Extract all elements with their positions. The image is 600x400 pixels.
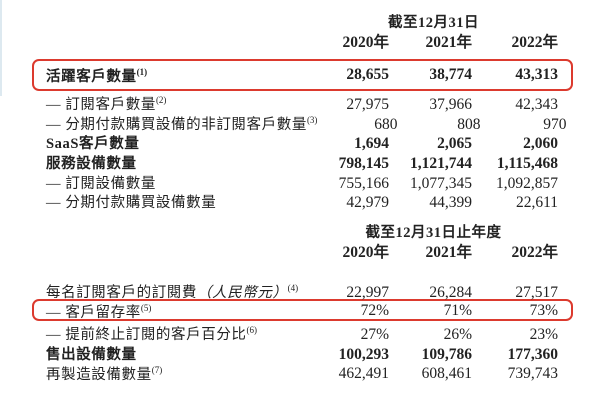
row-subscription-devices: — 訂閱設備數量 755,166 1,077,345 1,092,857 xyxy=(32,170,573,192)
year-column-2020: 2020年 xyxy=(342,244,389,261)
value-cell-2020: 27,975 xyxy=(346,95,389,113)
value-cell-2021: 38,774 xyxy=(429,66,472,83)
row-label: 服務設備數量 xyxy=(46,150,309,175)
value-cell-2020: 100,293 xyxy=(338,345,389,363)
value-cell-2020: 72% xyxy=(360,302,389,320)
value-cell-2021: 26,284 xyxy=(429,283,472,301)
row-label-text: — 客戶留存率 xyxy=(46,304,141,321)
row-label-text: 售出設備數量 xyxy=(46,346,137,363)
value-cell-2022: 970 xyxy=(543,115,567,133)
row-label-text: — 分期付款購買設備的非訂閱客戶數量 xyxy=(46,116,307,133)
year-column-2021: 2021年 xyxy=(425,34,472,51)
value-cell-2020: 1,694 xyxy=(354,135,389,153)
footnote-ref: (5) xyxy=(140,302,152,313)
year-column-2020: 2020年 xyxy=(342,34,389,51)
value-cell-2021: 26% xyxy=(443,326,472,344)
row-label-text: 服務設備數量 xyxy=(46,155,137,172)
row-serviced-devices: 服務設備數量 798,145 1,121,744 1,115,468 xyxy=(32,150,573,172)
scan-edge-artifact xyxy=(0,0,2,96)
footnote-ref: (7) xyxy=(151,364,163,375)
value-cell-2022: 42,343 xyxy=(515,95,558,113)
row-installment-non-subscription-customers: — 分期付款購買設備的非訂閱客戶數量(3) 680 808 970 xyxy=(32,111,573,133)
footnote-ref: (4) xyxy=(287,283,299,293)
value-cell-2022: 27,517 xyxy=(515,283,558,301)
value-cell-2021: 71% xyxy=(443,302,472,320)
row-label-text: 每名訂閱客戶的訂閱費 xyxy=(46,284,197,301)
row-label-text: — 提前終止訂閱的客戶百分比 xyxy=(46,327,247,344)
row-label: SaaS客戶數量 xyxy=(46,130,309,155)
value-cell-2021: 608,461 xyxy=(421,365,472,383)
period-header-row: 截至12月31日 xyxy=(32,14,573,32)
value-cell-2021: 808 xyxy=(457,115,481,133)
value-cell-2020: 798,145 xyxy=(338,154,389,172)
row-label: — 訂閱設備數量 xyxy=(46,170,309,195)
row-label-text: — 訂閱客戶數量 xyxy=(46,96,156,113)
row-active-customers-highlighted: 活躍客戶數量(1) 28,655 38,774 43,313 xyxy=(32,59,573,91)
value-cell-2022: 1,115,468 xyxy=(496,154,558,172)
row-subscription-customers: — 訂閱客戶數量(2) 27,975 37,966 42,343 xyxy=(32,91,573,113)
value-cell-2020: 42,979 xyxy=(346,194,389,212)
value-cell-2020: 680 xyxy=(374,115,398,133)
year-column-2022: 2022年 xyxy=(511,34,558,51)
row-label: 再製造設備數量(7) xyxy=(46,361,309,386)
value-cell-2020: 27% xyxy=(360,326,389,344)
row-label-text: 再製造設備數量 xyxy=(46,366,152,383)
value-cell-2022: 2,060 xyxy=(523,135,558,153)
footnote-ref: (6) xyxy=(246,325,258,336)
footnote-ref: (3) xyxy=(306,114,318,125)
period-header: 截至12月31日止年度 xyxy=(365,225,502,241)
metrics-table-customers-devices: 截至12月31日 2020年 2021年 2022年 活躍客戶數量(1) 28,… xyxy=(32,14,573,211)
row-customer-retention-rate-highlighted: — 客戶留存率(5) 72% 71% 73% xyxy=(32,298,573,322)
row-label-text: — 分期付款購買設備數量 xyxy=(46,195,217,212)
value-cell-2022: 22,611 xyxy=(515,194,558,212)
value-cell-2021: 44,399 xyxy=(429,194,472,212)
row-label: 每名訂閱客戶的訂閱費（人民幣元）(4) xyxy=(46,279,309,304)
row-devices-sold: 售出設備數量 100,293 109,786 177,360 xyxy=(32,341,573,363)
row-label-currency-note: （人民幣元） xyxy=(197,284,288,301)
value-cell-2020: 22,997 xyxy=(346,283,389,301)
row-label: 售出設備數量 xyxy=(46,341,309,366)
period-header-row: 截至12月31日止年度 xyxy=(32,224,573,242)
metrics-table-fees-retention: 截至12月31日止年度 2020年 2021年 2022年 每名訂閱客戶的訂閱費… xyxy=(32,224,573,383)
value-cell-2020: 462,491 xyxy=(338,365,389,383)
row-label: — 分期付款購買設備的非訂閱客戶數量(3) xyxy=(46,111,317,136)
row-label-text: 活躍客戶數量 xyxy=(46,68,137,85)
value-cell-2022: 23% xyxy=(529,326,558,344)
value-cell-2020: 755,166 xyxy=(338,174,389,192)
value-cell-2021: 1,077,345 xyxy=(410,174,472,192)
value-cell-2022: 43,313 xyxy=(515,66,558,83)
footnote-ref: (2) xyxy=(155,95,167,105)
footnote-ref: (1) xyxy=(136,66,148,77)
value-cell-2021: 109,786 xyxy=(421,345,472,363)
spacer xyxy=(32,262,573,279)
year-column-2022: 2022年 xyxy=(511,244,558,261)
value-cell-2022: 177,360 xyxy=(507,345,558,363)
row-label: 活躍客戶數量(1) xyxy=(46,65,309,86)
value-cell-2021: 37,966 xyxy=(429,95,472,113)
row-installment-purchased-devices: — 分期付款購買設備數量 42,979 44,399 22,611 xyxy=(32,189,573,211)
row-label-text: — 訂閱設備數量 xyxy=(46,175,156,192)
row-subscription-fee-per-customer: 每名訂閱客戶的訂閱費（人民幣元）(4) 22,997 26,284 27,517 xyxy=(32,279,573,301)
row-remanufactured-devices: 再製造設備數量(7) 462,491 608,461 739,743 xyxy=(32,361,573,383)
value-cell-2022: 739,743 xyxy=(507,365,558,383)
row-saas-customers: SaaS客戶數量 1,694 2,065 2,060 xyxy=(32,130,573,152)
row-early-termination-percentage: — 提前終止訂閱的客戶百分比(6) 27% 26% 23% xyxy=(32,321,573,343)
row-label-text: SaaS客戶數量 xyxy=(46,136,140,153)
value-cell-2021: 1,121,744 xyxy=(410,154,472,172)
value-cell-2021: 2,065 xyxy=(437,135,472,153)
row-label: — 訂閱客戶數量(2) xyxy=(46,91,309,116)
period-header: 截至12月31日 xyxy=(388,15,479,31)
years-header-row: 2020年 2021年 2022年 xyxy=(32,244,573,262)
row-label: — 客戶留存率(5) xyxy=(46,301,309,322)
year-column-2021: 2021年 xyxy=(425,244,472,261)
value-cell-2022: 73% xyxy=(529,302,558,320)
value-cell-2020: 28,655 xyxy=(346,66,389,83)
row-label: — 分期付款購買設備數量 xyxy=(46,189,309,214)
row-label: — 提前終止訂閱的客戶百分比(6) xyxy=(46,321,309,346)
value-cell-2022: 1,092,857 xyxy=(496,174,558,192)
years-header-row: 2020年 2021年 2022年 xyxy=(32,34,573,52)
